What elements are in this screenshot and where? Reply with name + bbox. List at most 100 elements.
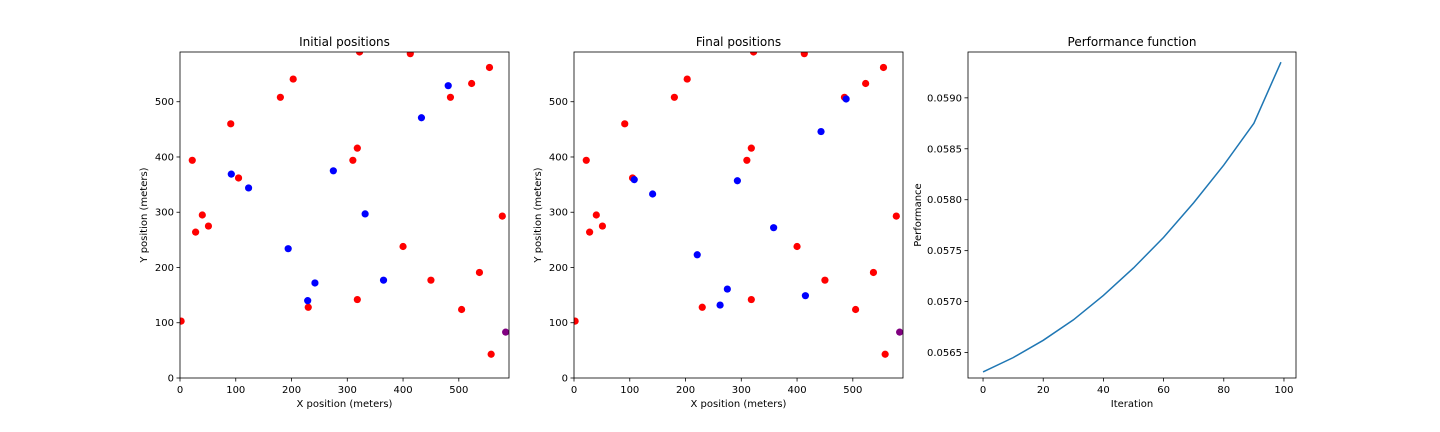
scatter-point bbox=[723, 285, 731, 293]
scatter-point bbox=[869, 268, 878, 277]
x-tick-label: 60 bbox=[1157, 385, 1170, 396]
scatter-point bbox=[896, 328, 903, 336]
scatter-point bbox=[649, 190, 657, 198]
scatter-point bbox=[879, 63, 888, 72]
x-tick-label: 100 bbox=[1274, 385, 1293, 396]
scatter-point bbox=[693, 251, 701, 259]
scatter-point bbox=[284, 245, 292, 253]
x-tick-label: 500 bbox=[843, 385, 862, 396]
scatter-point bbox=[716, 301, 724, 309]
x-tick-label: 40 bbox=[1097, 385, 1110, 396]
scatter-point bbox=[747, 144, 755, 152]
scatter-point bbox=[592, 211, 600, 219]
y-tick-label: 500 bbox=[549, 97, 568, 108]
chart-title: Initial positions bbox=[299, 35, 390, 49]
scatter-point bbox=[743, 156, 751, 164]
scatter-point bbox=[446, 93, 455, 101]
axes-frame bbox=[967, 51, 1297, 379]
y-tick-label: 200 bbox=[549, 263, 568, 274]
y-tick-label: 400 bbox=[155, 152, 174, 163]
performance-line bbox=[982, 61, 1282, 373]
y-tick-label: 200 bbox=[155, 263, 174, 274]
scatter-point bbox=[770, 224, 778, 232]
scatter-point bbox=[842, 95, 850, 103]
x-tick-label: 500 bbox=[449, 385, 468, 396]
axes-frame bbox=[573, 51, 904, 379]
scatter-point bbox=[406, 52, 414, 58]
scatter-point bbox=[353, 295, 361, 304]
x-tick-label: 100 bbox=[226, 385, 245, 396]
scatter-point bbox=[800, 52, 808, 58]
scatter-point bbox=[586, 228, 594, 236]
y-axis-label: Y position (meters) bbox=[139, 167, 150, 263]
scatter-point bbox=[574, 317, 579, 325]
x-tick-label: 400 bbox=[788, 385, 807, 396]
plot-marks bbox=[180, 52, 509, 358]
scatter-point bbox=[304, 303, 312, 311]
x-axis-label: X position (meters) bbox=[297, 399, 393, 410]
scatter-point bbox=[458, 305, 466, 314]
y-axis-label: Y position (meters) bbox=[533, 167, 544, 263]
chart-panel-2: 0 100 200 300 400 500 0 100 200 300 400 500 Final po… bbox=[533, 35, 904, 410]
x-tick-label: 100 bbox=[620, 385, 639, 396]
scatter-point bbox=[353, 144, 361, 152]
x-tick-label: 0 bbox=[177, 385, 183, 396]
chart-title: Final positions bbox=[696, 35, 781, 49]
scatter-point bbox=[227, 170, 235, 178]
scatter-point bbox=[598, 222, 607, 230]
x-tick-label: 400 bbox=[394, 385, 413, 396]
scatter-point bbox=[276, 93, 284, 101]
y-tick-label: 0 bbox=[562, 374, 568, 385]
scatter-point bbox=[289, 75, 297, 83]
scatter-point bbox=[582, 156, 590, 164]
y-tick-label: 0.0575 bbox=[927, 246, 962, 257]
y-tick-label: 0.0580 bbox=[927, 195, 962, 206]
scatter-point bbox=[801, 292, 810, 300]
x-tick-label: 80 bbox=[1217, 385, 1230, 396]
y-tick-label: 300 bbox=[155, 208, 174, 219]
scatter-point bbox=[349, 156, 357, 164]
scatter-point bbox=[417, 114, 426, 122]
y-tick-label: 100 bbox=[549, 318, 568, 329]
scatter-point bbox=[311, 279, 319, 287]
scatter-point bbox=[227, 120, 235, 128]
scatter-point bbox=[204, 222, 213, 230]
scatter-point bbox=[670, 93, 678, 101]
scatter-point bbox=[881, 350, 889, 358]
y-tick-label: 0.0570 bbox=[927, 297, 962, 308]
scatter-point bbox=[892, 212, 900, 220]
y-tick-label: 500 bbox=[155, 97, 174, 108]
plot-marks bbox=[982, 61, 1282, 373]
x-axis-label: Iteration bbox=[1111, 399, 1153, 410]
y-tick-label: 0 bbox=[168, 374, 174, 385]
y-tick-label: 0.0590 bbox=[927, 93, 962, 104]
scatter-point bbox=[180, 317, 185, 325]
scatter-point bbox=[244, 184, 253, 192]
scatter-point bbox=[355, 52, 364, 56]
x-tick-label: 300 bbox=[338, 385, 357, 396]
scatter-point bbox=[821, 276, 829, 284]
x-tick-label: 20 bbox=[1037, 385, 1050, 396]
scatter-point bbox=[487, 350, 495, 358]
scatter-point bbox=[747, 295, 755, 304]
chart-panel-3: 0 20 40 60 80 100 0.0565 0.0570 0.0575 0.0580 0.05… bbox=[913, 35, 1297, 410]
scatter-point bbox=[427, 276, 435, 284]
y-tick-label: 0.0565 bbox=[927, 348, 962, 359]
scatter-point bbox=[817, 127, 825, 136]
y-tick-label: 300 bbox=[549, 208, 568, 219]
scatter-point bbox=[621, 120, 629, 128]
scatter-point bbox=[192, 228, 200, 236]
scatter-point bbox=[485, 63, 494, 72]
scatter-point bbox=[852, 305, 860, 314]
x-tick-label: 0 bbox=[980, 385, 986, 396]
x-tick-label: 300 bbox=[732, 385, 751, 396]
chart-title: Performance function bbox=[1068, 35, 1197, 49]
scatter-point bbox=[630, 176, 638, 184]
scatter-point bbox=[399, 242, 407, 251]
scatter-point bbox=[749, 52, 758, 56]
scatter-point bbox=[498, 212, 506, 220]
y-tick-label: 100 bbox=[155, 318, 174, 329]
scatter-point bbox=[361, 210, 369, 218]
scatter-point bbox=[698, 303, 706, 311]
